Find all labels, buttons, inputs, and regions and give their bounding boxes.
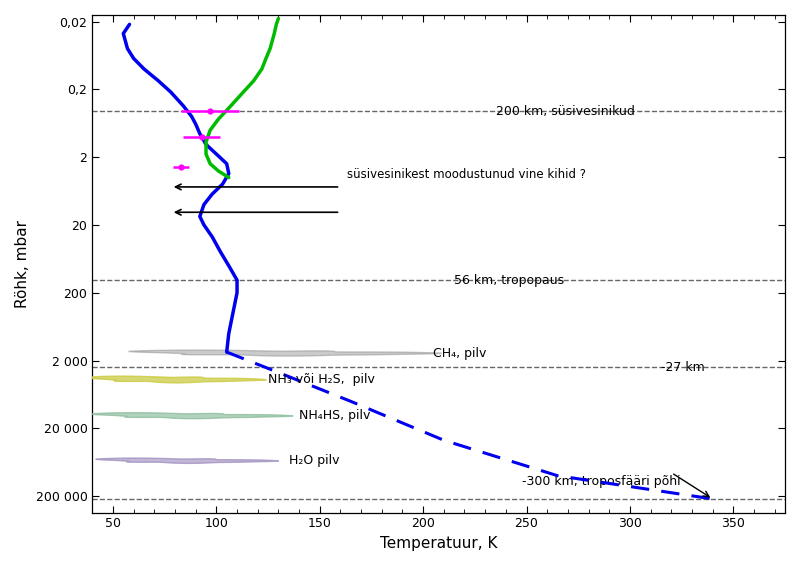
Polygon shape	[129, 350, 442, 356]
Y-axis label: Röhk, mbar: Röhk, mbar	[15, 220, 30, 308]
Polygon shape	[83, 376, 266, 383]
Text: 56 km, tropopaus: 56 km, tropopaus	[454, 273, 564, 286]
Text: 200 km, süsivesinikud: 200 km, süsivesinikud	[495, 105, 634, 118]
Polygon shape	[91, 413, 293, 419]
X-axis label: Temperatuur, K: Temperatuur, K	[380, 536, 498, 551]
Polygon shape	[96, 458, 278, 464]
Text: -300 km, troposfääri põhi: -300 km, troposfääri põhi	[522, 475, 681, 488]
Text: NH₃ või H₂S,  pilv: NH₃ või H₂S, pilv	[268, 373, 375, 386]
Text: H₂O pilv: H₂O pilv	[289, 454, 339, 467]
Text: -27 km: -27 km	[661, 361, 705, 374]
Text: süsivesinikest moodustunud vine kihid ?: süsivesinikest moodustunud vine kihid ?	[346, 168, 586, 181]
Text: CH₄, pilv: CH₄, pilv	[434, 346, 487, 359]
Text: NH₄HS, pilv: NH₄HS, pilv	[299, 409, 370, 422]
